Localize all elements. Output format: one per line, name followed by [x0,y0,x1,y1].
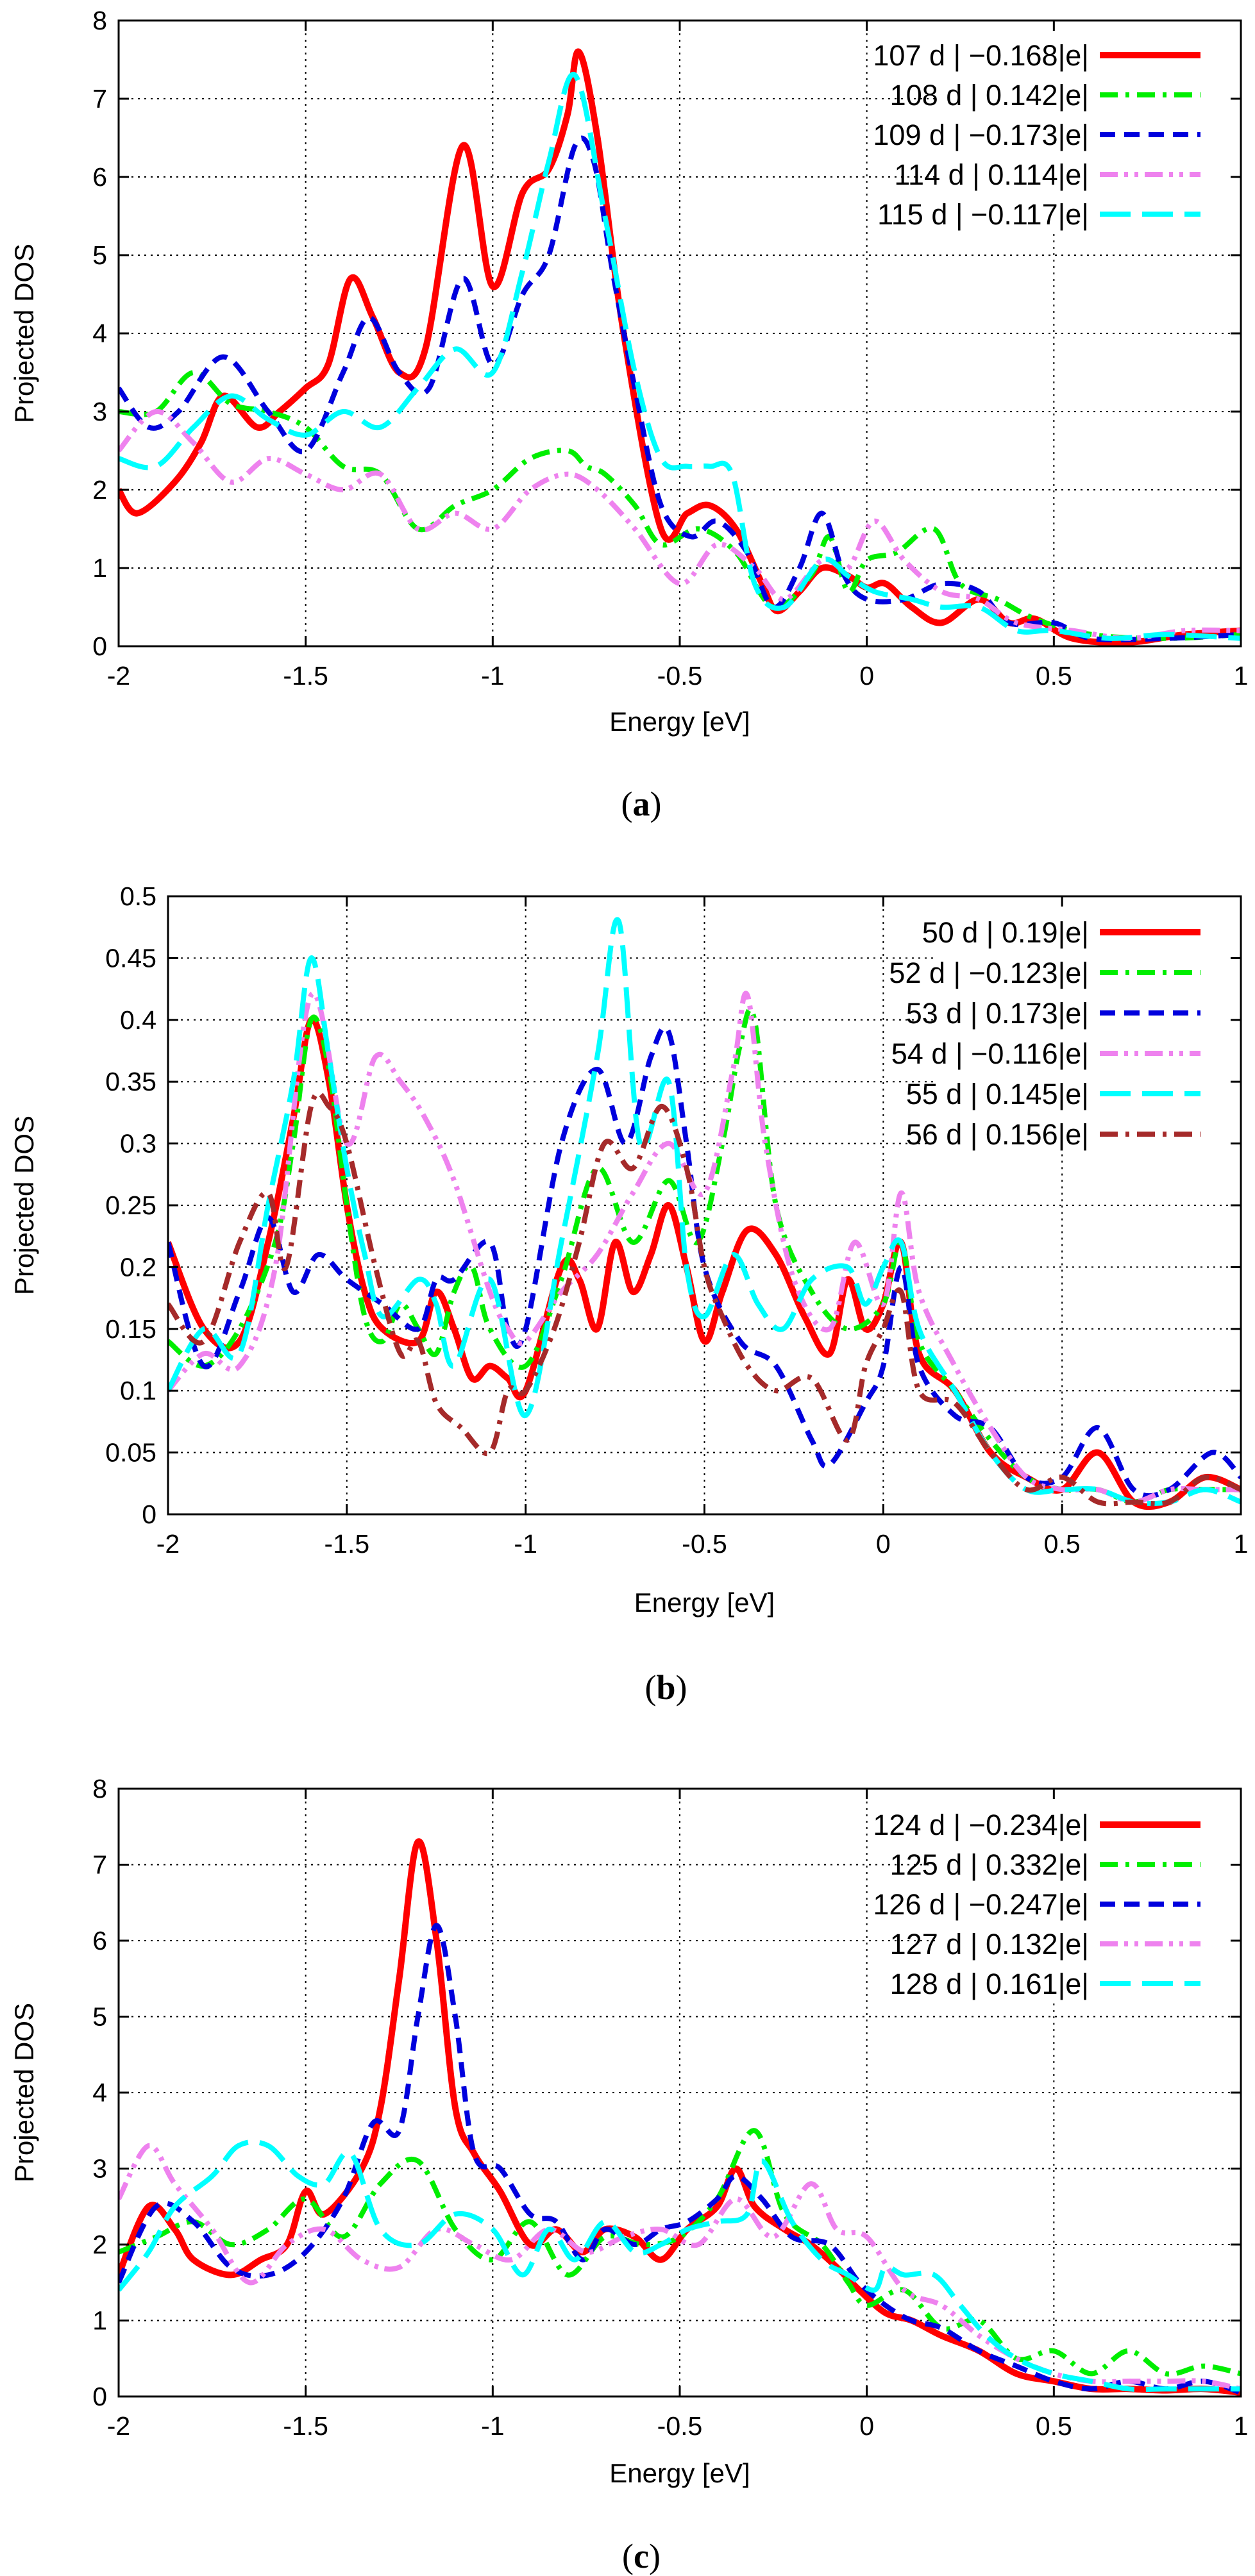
y-axis-label-c: Projected DOS [9,2003,39,2182]
y-tick-label-b-2: 0.1 [120,1376,156,1405]
y-tick-label-b-1: 0.05 [105,1438,156,1468]
legend-label-c-1: 125 d | 0.332|e| [890,1848,1089,1881]
series-line-a-4 [119,72,1241,641]
y-tick-label-c-2: 2 [92,2230,107,2259]
legend-label-c-4: 128 d | 0.161|e| [890,1968,1089,2000]
y-axis-label-b: Projected DOS [9,1116,39,1295]
legend-label-b-1: 52 d | −0.123|e| [889,957,1089,989]
y-tick-label-a-8: 8 [92,6,107,35]
y-tick-label-a-0: 0 [92,631,107,661]
legend-label-c-2: 126 d | −0.247|e| [873,1888,1089,1921]
y-tick-label-b-0: 0 [142,1500,156,1529]
x-tick-label-c-1: -1.5 [283,2411,328,2441]
y-tick-label-c-1: 1 [92,2306,107,2336]
legend-label-c-0: 124 d | −0.234|e| [873,1809,1089,1841]
series-group-b [168,917,1241,1510]
x-tick-label-a-6: 1 [1234,661,1249,690]
x-tick-label-a-0: -2 [107,661,130,690]
x-tick-label-a-5: 0.5 [1036,661,1072,690]
x-axis-label-c: Energy [eV] [609,2458,750,2488]
legend-label-c-3: 127 d | 0.132|e| [890,1928,1089,1961]
x-tick-label-c-2: -1 [481,2411,504,2441]
y-tick-label-b-9: 0.45 [105,943,156,973]
x-tick-label-b-0: -2 [156,1529,180,1559]
series-line-b-5 [168,1090,1241,1507]
y-tick-label-c-0: 0 [92,2382,107,2411]
panel-caption-c: (c) [622,2537,661,2575]
x-tick-label-b-4: 0 [876,1529,891,1559]
legend-label-b-0: 50 d | 0.19|e| [922,916,1089,949]
x-tick-label-c-6: 1 [1234,2411,1249,2441]
x-axis-label-a: Energy [eV] [609,707,750,737]
y-tick-label-c-7: 7 [92,1850,107,1880]
y-tick-label-b-4: 0.2 [120,1252,156,1282]
legend-label-a-0: 107 d | −0.168|e| [873,39,1089,72]
x-tick-label-b-1: -1.5 [324,1529,370,1559]
x-tick-label-a-3: -0.5 [657,661,703,690]
panel-caption-b: (b) [644,1668,687,1707]
x-tick-label-b-6: 1 [1234,1529,1249,1559]
y-tick-label-a-6: 6 [92,162,107,192]
chart-panel-c: -2 -1.5 -1 -0.5 0 0.5 1 0 1 2 3 4 5 6 7 8 Energy [eV] Pro… [9,1774,1248,2575]
x-tick-label-c-5: 0.5 [1036,2411,1072,2441]
series-line-c-1 [119,2128,1241,2377]
x-axis-label-b: Energy [eV] [634,1587,775,1618]
x-tick-label-a-1: -1.5 [283,661,328,690]
series-line-b-4 [168,917,1241,1507]
x-tick-label-b-3: -0.5 [682,1529,727,1559]
y-tick-label-b-7: 0.35 [105,1067,156,1096]
y-tick-label-a-5: 5 [92,240,107,270]
legend-label-a-4: 115 d | −0.117|e| [877,198,1089,231]
y-tick-label-a-7: 7 [92,84,107,113]
x-tick-label-b-2: -1 [514,1529,537,1559]
x-tick-label-c-0: -2 [107,2411,130,2441]
y-tick-label-b-6: 0.3 [120,1129,156,1158]
series-line-a-3 [119,409,1241,641]
x-tick-label-c-4: 0 [859,2411,874,2441]
series-group-a [119,48,1241,646]
y-tick-label-a-4: 4 [92,319,107,348]
y-tick-label-c-8: 8 [92,1774,107,1803]
x-tick-label-c-3: -0.5 [657,2411,703,2441]
y-tick-label-a-2: 2 [92,475,107,505]
legend-label-a-3: 114 d | 0.114|e| [894,158,1089,191]
y-tick-label-c-3: 3 [92,2154,107,2184]
chart-panel-b: -2 -1.5 -1 -0.5 0 0.5 1 0 0.05 0.1 0.15 0.2 0.25 0.3 0… [9,882,1248,1707]
series-line-c-4 [119,2139,1241,2393]
legend-label-b-3: 54 d | −0.116|e| [891,1037,1089,1070]
y-tick-label-b-3: 0.15 [105,1314,156,1344]
chart-panel-a: -2 -1.5 -1 -0.5 0 0.5 1 0 1 2 3 4 5 6 7 8 Energy [eV] Pro… [9,6,1248,823]
y-tick-label-c-5: 5 [92,2002,107,2032]
y-tick-label-b-10: 0.5 [120,882,156,911]
y-tick-label-c-6: 6 [92,1926,107,1955]
series-group-c [119,1838,1241,2396]
legend-label-a-1: 108 d | 0.142|e| [890,79,1089,112]
x-tick-label-b-5: 0.5 [1044,1529,1081,1559]
legend-label-b-5: 56 d | 0.156|e| [906,1118,1089,1151]
y-tick-label-c-4: 4 [92,2078,107,2107]
y-axis-label-a: Projected DOS [9,244,39,423]
x-tick-label-a-2: -1 [481,661,504,690]
y-tick-label-b-8: 0.4 [120,1005,156,1035]
y-tick-label-b-5: 0.25 [105,1191,156,1220]
panel-caption-a: (a) [621,785,662,823]
series-line-a-0 [119,48,1241,646]
x-tick-label-a-4: 0 [859,661,874,690]
legend-label-b-2: 53 d | 0.173|e| [906,997,1089,1030]
legend-label-b-4: 55 d | 0.145|e| [906,1078,1089,1110]
series-line-c-3 [119,2143,1241,2392]
legend-label-a-2: 109 d | −0.173|e| [873,119,1089,151]
y-tick-label-a-1: 1 [92,553,107,583]
y-tick-label-a-3: 3 [92,397,107,426]
series-line-a-2 [119,135,1241,642]
